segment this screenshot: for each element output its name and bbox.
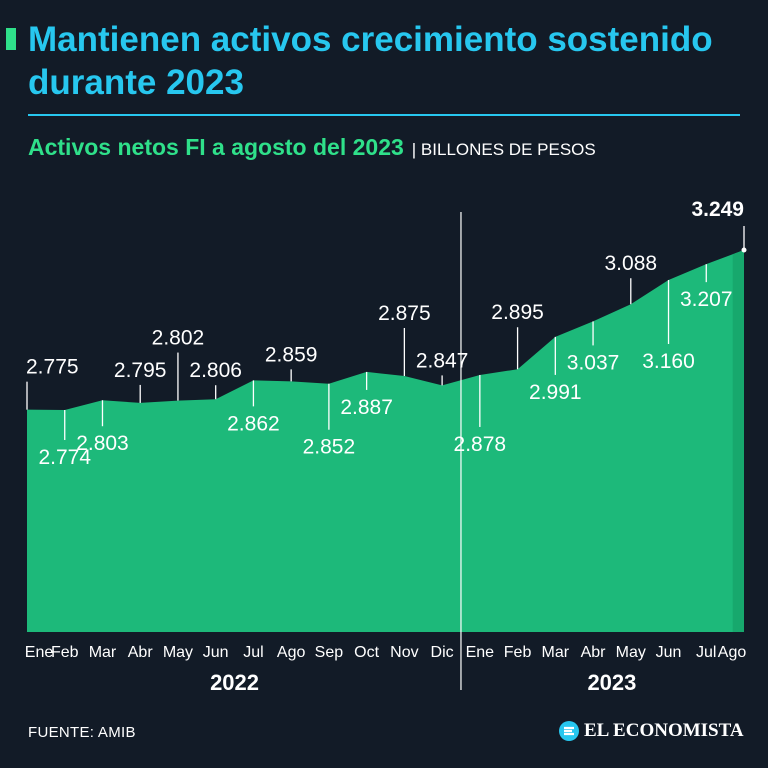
data-label: 2.878 <box>454 433 507 456</box>
x-tick-label: Feb <box>504 644 532 661</box>
data-label: 2.806 <box>189 359 242 382</box>
data-label: 2.852 <box>303 436 356 459</box>
x-tick-label: Feb <box>51 644 79 661</box>
data-label: 2.775 <box>26 356 79 379</box>
x-tick-label: Jul <box>696 644 716 661</box>
data-label: 3.160 <box>642 350 695 373</box>
area-highlight-last <box>732 250 744 632</box>
x-tick-label: Dic <box>431 644 454 661</box>
data-label: 3.207 <box>680 288 733 311</box>
data-label: 2.774 <box>38 446 91 469</box>
data-label: 2.859 <box>265 343 318 366</box>
x-tick-label: Abr <box>581 644 607 661</box>
source-note: FUENTE: AMIB <box>28 724 136 741</box>
year-label: 2022 <box>210 670 259 695</box>
data-label: 3.249 <box>691 198 744 221</box>
brand-name: EL ECONOMISTA <box>584 720 744 741</box>
economista-e-icon <box>559 721 579 741</box>
x-tick-label: Ene <box>466 644 495 661</box>
data-label: 3.037 <box>567 351 620 374</box>
data-label: 3.088 <box>605 252 658 275</box>
data-label: 2.875 <box>378 302 431 325</box>
title-divider <box>28 114 740 116</box>
x-tick-label: Jun <box>656 644 682 661</box>
x-tick-label: Ago <box>718 644 747 661</box>
x-tick-label: Jun <box>203 644 229 661</box>
x-tick-label: Ago <box>277 644 306 661</box>
x-tick-label: Abr <box>128 644 154 661</box>
data-label: 2.803 <box>76 432 129 455</box>
chart-title: Mantienen activos crecimiento sostenido … <box>28 20 713 102</box>
x-tick-label: Jul <box>243 644 263 661</box>
year-label: 2023 <box>587 670 636 695</box>
data-label: 2.795 <box>114 359 167 382</box>
chart-subtitle: Activos netos FI a agosto del 2023 | BILL… <box>28 134 596 161</box>
x-tick-label: Oct <box>354 644 379 661</box>
data-label: 2.862 <box>227 412 280 435</box>
x-tick-label: Sep <box>315 644 344 661</box>
x-tick-label: Mar <box>89 644 117 661</box>
brand-logo: EL ECONOMISTA <box>558 720 744 742</box>
data-label: 2.847 <box>416 349 469 372</box>
data-point-last <box>741 247 747 253</box>
data-label: 2.991 <box>529 381 582 404</box>
x-tick-label: Ene <box>25 644 54 661</box>
x-tick-label: Mar <box>542 644 570 661</box>
title-accent-bar <box>6 28 16 50</box>
x-tick-label: May <box>616 644 646 661</box>
data-label: 2.887 <box>340 396 393 419</box>
data-label: 2.895 <box>491 301 544 324</box>
x-tick-label: Nov <box>390 644 418 661</box>
subtitle-text: Activos netos FI a agosto del 2023 <box>28 134 404 160</box>
x-tick-label: May <box>163 644 193 661</box>
area-fill <box>27 250 744 632</box>
data-label: 2.802 <box>152 327 205 350</box>
unit-label: | BILLONES DE PESOS <box>411 140 596 159</box>
